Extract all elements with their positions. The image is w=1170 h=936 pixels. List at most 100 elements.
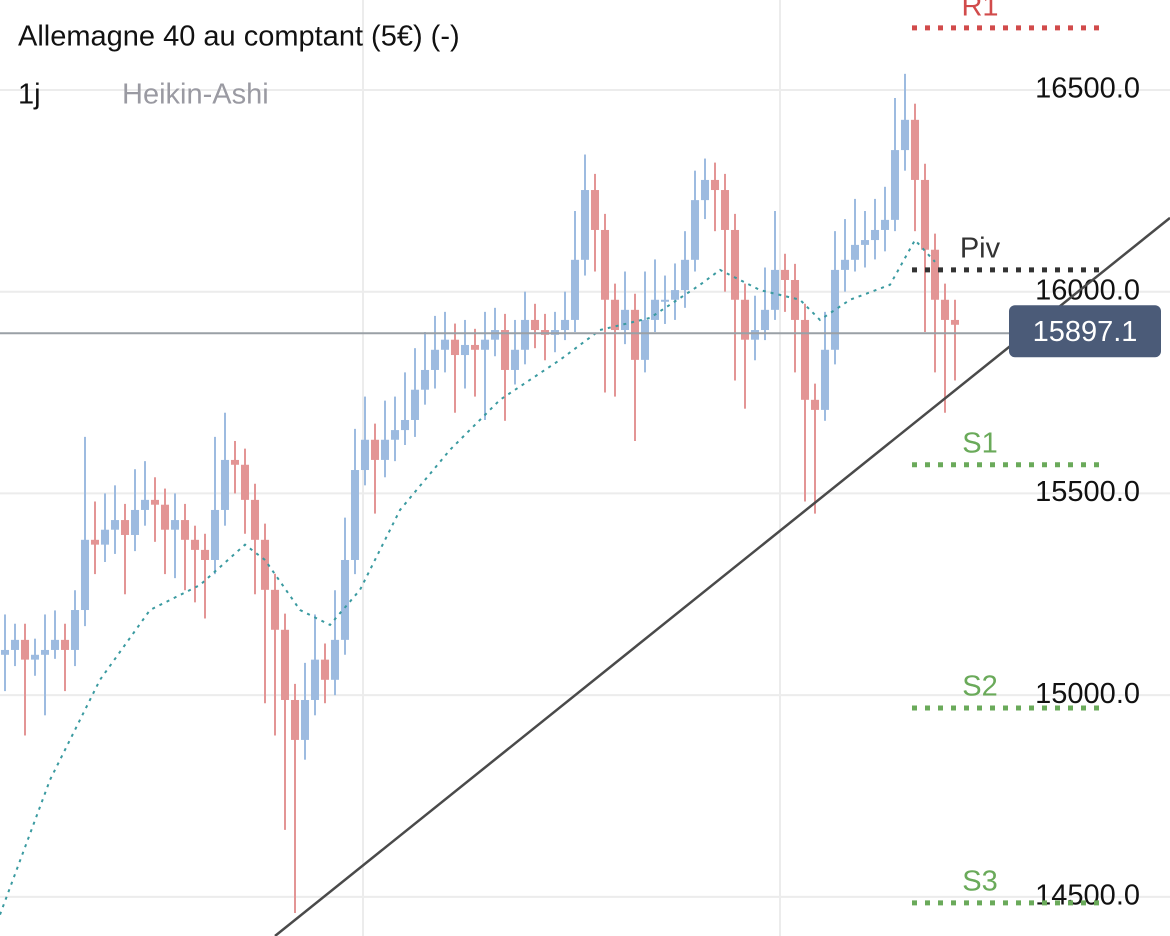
candle-body (911, 119, 919, 180)
candle-body (171, 520, 179, 530)
candle-body (661, 299, 669, 302)
candle-body (741, 299, 749, 340)
candle-body (451, 339, 459, 356)
candle-body (181, 520, 189, 540)
candle-body (141, 499, 149, 510)
candle-body (821, 349, 829, 410)
candle-body (101, 529, 109, 545)
candle-body (81, 539, 89, 611)
candle-body (621, 309, 629, 331)
candle-body (881, 219, 889, 230)
candle-body (121, 520, 129, 535)
candle-body (711, 179, 719, 191)
candle-body (381, 439, 389, 460)
candle-body (901, 119, 909, 151)
candle-body (941, 299, 949, 320)
candle-body (301, 699, 309, 740)
candle-body (411, 389, 419, 420)
candle-body (651, 299, 659, 320)
candle-body (761, 309, 769, 331)
candle-body (461, 344, 469, 356)
candle-body (501, 330, 509, 370)
candle-body (281, 629, 289, 700)
candle-body (581, 190, 589, 260)
candle-body (751, 330, 759, 340)
candle-body (401, 419, 409, 431)
candle-body (701, 179, 709, 201)
y-tick-label: 15000.0 (1035, 678, 1140, 710)
candle-body (871, 229, 879, 241)
candle-body (771, 269, 779, 310)
pivot-label: S2 (962, 671, 997, 703)
candle-body (261, 539, 269, 590)
candle-body (671, 290, 679, 300)
candle-body (891, 150, 899, 220)
candle-body (341, 559, 349, 640)
candle-body (841, 259, 849, 270)
y-tick-label: 14500.0 (1035, 880, 1140, 912)
candle-body (161, 504, 169, 530)
candle-body (721, 190, 729, 230)
candle-body (241, 464, 249, 500)
grid (0, 88, 1170, 898)
last-price-badge (1009, 305, 1161, 358)
candle-body (291, 699, 299, 740)
candle-body (791, 279, 799, 320)
candle-body (311, 659, 319, 700)
candle-body (781, 269, 789, 280)
candle-body (511, 349, 519, 370)
pivot-label: R1 (961, 0, 998, 22)
candle-body (601, 229, 609, 300)
candle-body (51, 639, 59, 650)
candle-body (861, 240, 869, 245)
candle-body (191, 539, 199, 550)
candle-body (321, 659, 329, 680)
candle-body (331, 639, 339, 680)
candle-body (211, 509, 219, 560)
candle-body (1, 649, 9, 655)
chart-title: Allemagne 40 au comptant (5€) (-) (18, 21, 460, 53)
candle-body (151, 499, 159, 505)
candle-body (31, 654, 39, 660)
candle-body (391, 430, 399, 440)
candle-body (831, 269, 839, 350)
last-price-label: 15897.1 (1033, 316, 1138, 348)
y-tick-label: 16500.0 (1035, 73, 1140, 105)
candle-body (731, 229, 739, 300)
candle-body (231, 459, 239, 465)
candle-body (111, 520, 119, 530)
plot (0, 73, 959, 915)
candle-body (631, 309, 639, 360)
candle-body (221, 459, 229, 510)
candle-body (41, 649, 49, 655)
candle-body (431, 349, 439, 370)
candle-body (531, 319, 539, 331)
candle-body (491, 330, 499, 340)
candle-body (131, 509, 139, 535)
candle-body (271, 589, 279, 630)
pivot-label: S1 (962, 427, 997, 459)
interval: 1j (18, 79, 41, 111)
candle-body (591, 190, 599, 230)
candle-body (811, 399, 819, 410)
candle-body (471, 344, 479, 350)
pivot-label: S3 (962, 866, 997, 898)
chart-style: Heikin-Ashi (122, 79, 269, 111)
candle-body (641, 319, 649, 360)
candle-body (951, 319, 959, 325)
candle-body (61, 639, 69, 650)
candle-body (251, 499, 259, 540)
candle-body (71, 610, 79, 650)
candle-body (371, 439, 379, 460)
candle-body (571, 259, 579, 320)
candle-body (691, 200, 699, 260)
y-tick-label: 15500.0 (1035, 476, 1140, 508)
candle-body (481, 339, 489, 350)
moving-average (0, 238, 936, 915)
candle-body (921, 179, 929, 250)
candle-body (851, 244, 859, 260)
pivot-label: Piv (960, 233, 1001, 265)
candle-body (421, 369, 429, 390)
